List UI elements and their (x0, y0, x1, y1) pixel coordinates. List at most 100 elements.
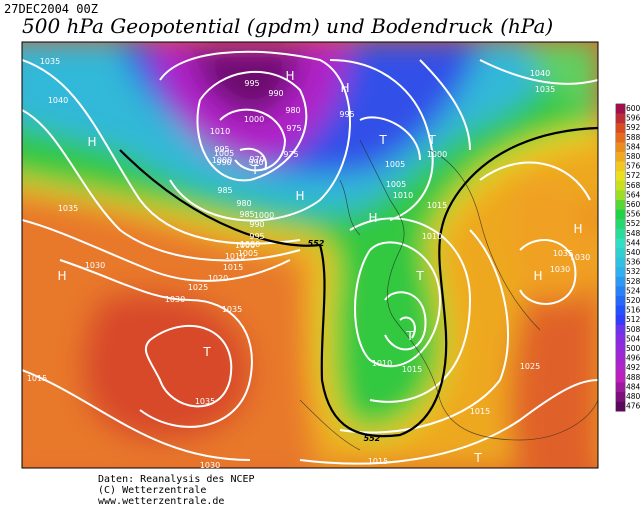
isobar-label: 1000 (212, 156, 232, 165)
isobar-label: 975 (286, 124, 301, 133)
colorbar-swatch (616, 209, 625, 220)
isobar-label: 1015 (402, 365, 422, 374)
isobar-label: 1035 (222, 305, 242, 314)
isobar-label: 980 (236, 199, 251, 208)
isobar-label: 1010 (372, 359, 392, 368)
isobar-label: 975 (283, 150, 298, 159)
colorbar-swatch (616, 219, 625, 230)
map-field (22, 42, 598, 468)
isobar-label: 1040 (530, 69, 550, 78)
colorbar-label: 596 (626, 114, 640, 123)
isobar-label: 1015 (427, 201, 447, 210)
isobars (22, 50, 598, 465)
colorbar-swatch (616, 132, 625, 143)
isobar-label: 1030 (165, 295, 185, 304)
colorbar-swatch (616, 286, 625, 297)
isobar-label: 1005 (238, 249, 258, 258)
isobar-label: 1025 (188, 283, 208, 292)
colorbar-label: 492 (626, 363, 640, 372)
pressure-center: T (378, 133, 387, 147)
isobar-label: 1035 (195, 397, 215, 406)
colorbar-swatch (616, 123, 625, 134)
isobar-label: 1010 (422, 232, 442, 241)
colorbar-label: 560 (626, 200, 640, 209)
isobar-label: 1010 (210, 127, 230, 136)
map-date: 27DEC2004 00Z (4, 2, 98, 16)
isobar-label: 990 (249, 220, 264, 229)
isobar-label: 990 (216, 158, 231, 167)
isobar-label: 1035 (535, 85, 555, 94)
colorbar-swatch (616, 372, 625, 383)
colorbar-label: 600 (626, 104, 640, 113)
colorbar-label: 528 (626, 277, 640, 286)
colorbar-swatch (616, 353, 625, 364)
colorbar-label: 540 (626, 248, 640, 257)
isobar-label: 995 (244, 79, 259, 88)
pressure-center: T (473, 451, 482, 465)
isobar-label: 1010 (393, 191, 413, 200)
colorbar-label: 564 (626, 190, 640, 199)
colorbar-swatch (616, 238, 625, 249)
colorbar-label: 568 (626, 181, 640, 190)
isobar-label: 1010 (225, 252, 245, 261)
colorbar-swatch (616, 152, 625, 162)
isobar-label: 1015 (368, 457, 388, 466)
colorbar-swatch (616, 344, 625, 354)
isobar-label: 1015 (27, 374, 47, 383)
isobar-label: 1015 (470, 407, 490, 416)
pressure-center: H (533, 269, 542, 283)
colorbar-swatch (616, 190, 625, 201)
pressure-center: T (405, 329, 414, 343)
colorbar-label: 480 (626, 392, 640, 401)
colorbar-label: 592 (626, 123, 640, 132)
pressure-center: H (340, 81, 349, 95)
colorbar-swatch (616, 161, 625, 172)
isobar-label: 1035 (553, 249, 573, 258)
colorbar-label: 516 (626, 306, 640, 315)
isobar-label: 1000 (244, 115, 264, 124)
colorbar-swatch (616, 200, 625, 210)
pressure-center: T (415, 269, 424, 283)
isobar-label: 1005 (214, 149, 234, 158)
footer: Daten: Reanalysis des NCEP (C) Wetterzent… (98, 474, 255, 507)
colorbar-swatch (616, 334, 625, 345)
colorbar-label: 544 (626, 238, 640, 247)
colorbar-label: 488 (626, 373, 640, 382)
pressure-center: H (285, 69, 294, 83)
isobar-label: 980 (285, 106, 300, 115)
isobar-label: 1000 (254, 211, 274, 220)
isobar-label: 1005 (385, 160, 405, 169)
coastlines (299, 139, 598, 451)
colorbar-label: 484 (626, 382, 640, 391)
colorbar-label: 532 (626, 267, 640, 276)
pressure-center: T (250, 163, 259, 177)
isobar-label: 1040 (48, 96, 68, 105)
colorbar-label: 548 (626, 229, 640, 238)
colorbar-label: 500 (626, 344, 640, 353)
colorbar-label: 536 (626, 258, 640, 267)
colorbar-label: 572 (626, 171, 640, 180)
pressure-center: H (368, 211, 377, 225)
isobar-label: 995 (214, 145, 229, 154)
isobar-label: 995 (339, 110, 354, 119)
footer-line: www.wetterzentrale.de (98, 496, 225, 507)
colorbar-label: 508 (626, 325, 640, 334)
pressure-center: H (87, 135, 96, 149)
colorbar-swatch (616, 113, 625, 124)
isobar-label: 985 (239, 210, 254, 219)
pressure-center: T (427, 133, 436, 147)
isobar-label: 1035 (58, 204, 78, 213)
colorbar-label: 552 (626, 219, 640, 228)
colorbar-swatch (616, 276, 625, 287)
colorbar-label: 576 (626, 162, 640, 171)
isobar-label: 1030 (200, 461, 220, 470)
contour-label: 552 (308, 239, 325, 248)
colorbar-label: 476 (626, 402, 640, 411)
isobar-label: 1005 (386, 180, 406, 189)
isobar-label: 1015 (223, 263, 243, 272)
colorbar-swatch (616, 305, 625, 316)
footer-line: (C) Wetterzentrale (98, 485, 207, 496)
colorbar-swatch (616, 315, 625, 326)
colorbar-swatch (616, 248, 625, 258)
